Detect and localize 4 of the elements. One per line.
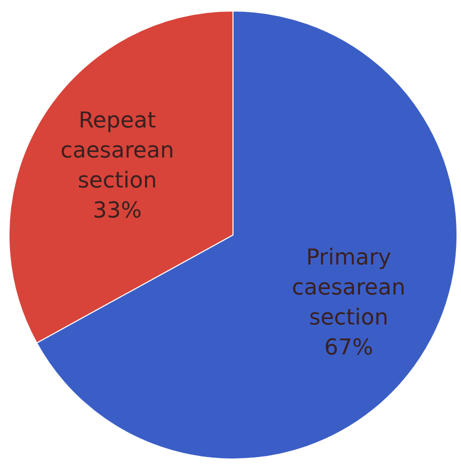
slice-label: Repeat caesarean section (60, 108, 174, 194)
data-label: 67% (324, 335, 374, 360)
data-label: 33% (92, 198, 142, 224)
slice-label: Primary caesarean section (292, 245, 406, 330)
